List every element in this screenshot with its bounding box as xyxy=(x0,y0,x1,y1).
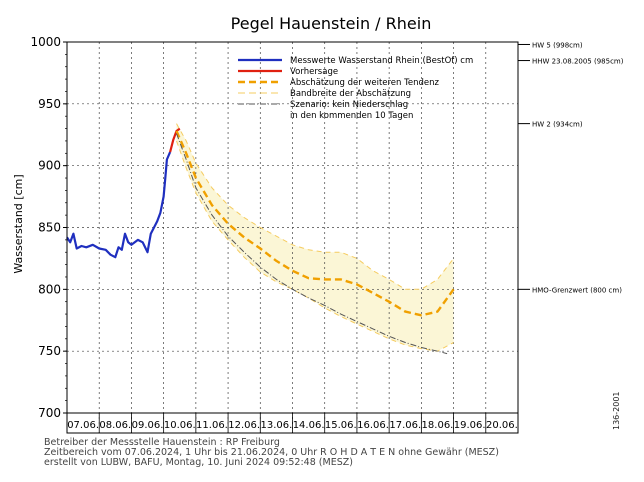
y-tick-label: 800 xyxy=(38,282,61,296)
legend-label: Messwerte Wasserstand Rhein (BestOf) cm xyxy=(290,56,473,66)
reference-lines: HW 5 (998cm) HHW 23.08.2005 (985cm) HW 2 (… xyxy=(518,41,624,294)
x-tick-label: 15.06. xyxy=(325,420,357,431)
reference-label: HW 2 (934cm) xyxy=(532,121,583,129)
series-layer xyxy=(66,123,455,355)
reference-label: HMO-Grenzwert (800 cm) xyxy=(532,286,622,294)
footer-operator: Betreiber der Messstelle Hauenstein : RP… xyxy=(44,437,280,448)
x-tick-label: 10.06. xyxy=(164,420,196,431)
y-tick-label: 700 xyxy=(38,406,61,420)
band-layer xyxy=(176,123,454,352)
y-axis-label: Wasserstand [cm] xyxy=(12,174,25,273)
x-tick-label: 19.06. xyxy=(454,420,486,431)
footer-created: erstellt von LUBW, BAFU, Montag, 10. Jun… xyxy=(44,457,353,468)
legend-label: Bandbreite der Abschätzung xyxy=(290,89,411,99)
series-line xyxy=(169,127,181,153)
x-tick-label: 13.06. xyxy=(260,420,292,431)
y-tick-label: 900 xyxy=(38,159,61,173)
x-tick-label: 09.06. xyxy=(132,420,164,431)
x-tick-label: 16.06. xyxy=(357,420,389,431)
chart-code: 136-2001 xyxy=(612,391,621,430)
x-tick-label: 18.06. xyxy=(422,420,454,431)
y-tick-label: 1000 xyxy=(30,35,61,49)
reference-label: HW 5 (998cm) xyxy=(532,41,583,49)
band-fill xyxy=(176,123,454,352)
legend-label: Abschätzung der weiteren Tendenz xyxy=(290,78,440,88)
series-line xyxy=(66,151,172,259)
y-tick-label: 950 xyxy=(38,97,61,111)
legend-label: Szenario: kein Niederschlag xyxy=(290,100,408,110)
x-tick-label: 12.06. xyxy=(228,420,260,431)
x-tick-label: 20.06. xyxy=(486,420,518,431)
chart-title: Pegel Hauenstein / Rhein xyxy=(231,14,432,33)
x-tick-label: 14.06. xyxy=(293,420,325,431)
x-tick-label: 08.06. xyxy=(99,420,131,431)
series-line xyxy=(176,133,448,355)
grid-layer xyxy=(67,42,518,433)
legend-label: in den kommenden 10 Tagen xyxy=(290,111,413,121)
x-tick-label: 17.06. xyxy=(389,420,421,431)
legend: Messwerte Wasserstand Rhein (BestOf) cmV… xyxy=(238,56,473,121)
legend-label: Vorhersage xyxy=(290,67,338,77)
series-line xyxy=(176,123,454,290)
x-tick-label: 07.06. xyxy=(67,420,99,431)
axis-layer: 700 750 800 850 900 950 1000 07.06. 08.06. 09.06.… xyxy=(30,35,519,434)
reference-label: HHW 23.08.2005 (985cm) xyxy=(532,58,624,66)
y-tick-label: 750 xyxy=(38,344,61,358)
series-line xyxy=(175,130,455,317)
x-tick-label: 11.06. xyxy=(196,420,228,431)
y-tick-label: 850 xyxy=(38,221,61,235)
footer-time-range: Zeitbereich vom 07.06.2024, 1 Uhr bis 21… xyxy=(44,447,499,458)
